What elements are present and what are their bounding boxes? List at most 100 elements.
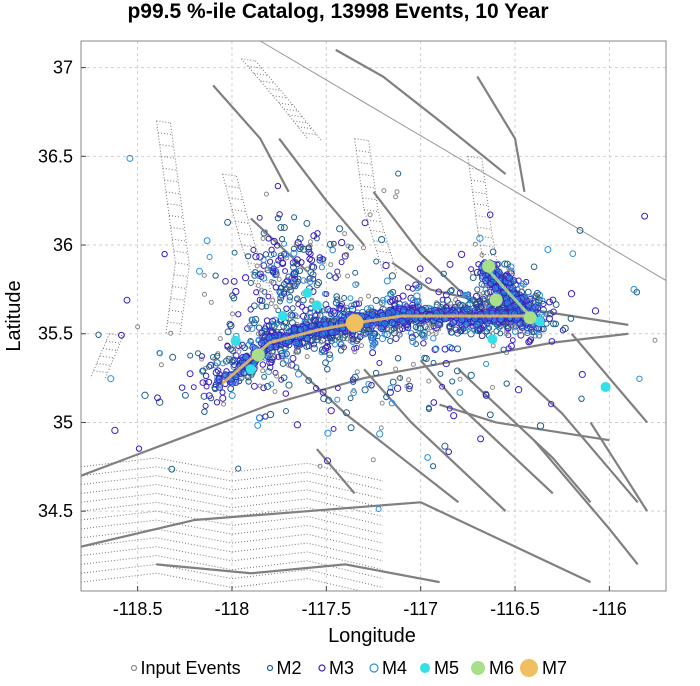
event-marker bbox=[215, 383, 223, 391]
event-marker bbox=[333, 296, 341, 303]
event-marker bbox=[224, 328, 232, 336]
y-tick-label: 35.5 bbox=[38, 324, 73, 344]
event-marker bbox=[320, 394, 328, 403]
event-marker bbox=[525, 301, 533, 309]
event-marker bbox=[294, 370, 303, 378]
event-marker bbox=[324, 305, 332, 313]
event-marker bbox=[366, 293, 371, 299]
y-tick-label: 37 bbox=[53, 58, 73, 78]
event-marker bbox=[213, 399, 221, 406]
event-marker bbox=[283, 251, 290, 258]
legend-label: M4 bbox=[382, 658, 407, 678]
dotted-zone-edge bbox=[103, 335, 124, 381]
event-marker bbox=[406, 382, 413, 390]
event-marker bbox=[456, 302, 463, 309]
event-marker bbox=[255, 324, 263, 331]
event-marker bbox=[186, 370, 194, 378]
event-marker bbox=[345, 243, 351, 249]
m6-point bbox=[251, 348, 265, 362]
event-marker bbox=[361, 245, 366, 251]
event-marker bbox=[265, 334, 273, 342]
event-marker bbox=[433, 331, 439, 336]
event-marker bbox=[289, 305, 296, 312]
event-marker bbox=[519, 280, 528, 288]
event-marker bbox=[250, 302, 258, 310]
event-marker bbox=[387, 291, 395, 299]
event-marker bbox=[330, 240, 337, 247]
event-marker bbox=[361, 219, 369, 227]
event-marker bbox=[341, 252, 349, 260]
event-marker bbox=[535, 296, 543, 304]
event-marker bbox=[293, 281, 299, 287]
event-marker bbox=[576, 226, 584, 234]
event-marker bbox=[559, 327, 567, 334]
event-marker bbox=[299, 303, 306, 310]
event-marker bbox=[550, 308, 557, 316]
event-marker bbox=[338, 238, 346, 247]
event-marker bbox=[342, 409, 351, 417]
event-marker bbox=[277, 294, 285, 302]
event-marker bbox=[383, 277, 391, 285]
event-marker bbox=[294, 239, 302, 247]
event-marker bbox=[442, 291, 450, 299]
event-marker bbox=[254, 263, 260, 269]
event-marker bbox=[352, 349, 358, 355]
event-marker bbox=[318, 346, 327, 354]
event-marker bbox=[310, 232, 318, 240]
event-marker bbox=[253, 289, 260, 296]
event-marker bbox=[379, 400, 385, 406]
event-marker bbox=[292, 312, 299, 319]
event-marker bbox=[376, 430, 384, 438]
event-marker bbox=[552, 301, 560, 309]
event-marker bbox=[303, 219, 311, 227]
event-marker bbox=[412, 331, 419, 338]
event-marker bbox=[350, 389, 357, 397]
event-marker bbox=[345, 273, 351, 279]
event-marker bbox=[440, 270, 447, 277]
event-marker bbox=[294, 295, 301, 302]
event-marker bbox=[321, 320, 329, 328]
event-marker bbox=[212, 368, 220, 377]
event-marker bbox=[477, 435, 485, 443]
event-marker bbox=[232, 287, 240, 296]
event-marker bbox=[508, 324, 514, 330]
event-marker bbox=[372, 369, 380, 377]
event-marker bbox=[300, 277, 307, 284]
event-marker bbox=[126, 154, 134, 162]
event-marker bbox=[344, 304, 349, 310]
x-tick-label: -117 bbox=[403, 599, 438, 619]
event-marker bbox=[228, 391, 236, 400]
event-marker bbox=[456, 327, 464, 335]
event-marker bbox=[348, 302, 355, 310]
event-marker bbox=[432, 345, 440, 353]
event-marker bbox=[276, 211, 283, 218]
event-marker bbox=[468, 266, 475, 273]
event-marker bbox=[399, 306, 407, 314]
event-marker bbox=[412, 323, 420, 331]
fault-line bbox=[212, 84, 290, 193]
event-marker bbox=[569, 250, 577, 258]
event-marker bbox=[258, 302, 266, 310]
event-marker bbox=[415, 298, 422, 305]
event-marker bbox=[200, 392, 208, 400]
event-marker bbox=[252, 252, 260, 261]
event-marker bbox=[256, 296, 264, 304]
event-marker bbox=[314, 230, 321, 237]
event-marker bbox=[381, 188, 387, 194]
m5-point bbox=[302, 287, 313, 298]
event-marker bbox=[447, 287, 455, 295]
event-marker bbox=[514, 386, 523, 394]
event-marker bbox=[230, 277, 238, 285]
event-marker bbox=[430, 399, 438, 406]
event-marker bbox=[320, 259, 326, 265]
event-marker bbox=[285, 381, 293, 389]
plot-frame bbox=[80, 40, 667, 592]
event-marker bbox=[524, 327, 531, 334]
event-marker bbox=[328, 337, 335, 345]
event-marker bbox=[397, 375, 404, 381]
event-marker bbox=[260, 236, 266, 241]
event-marker bbox=[372, 296, 380, 304]
event-marker bbox=[532, 292, 539, 299]
event-marker bbox=[296, 245, 304, 253]
event-marker bbox=[416, 265, 424, 273]
